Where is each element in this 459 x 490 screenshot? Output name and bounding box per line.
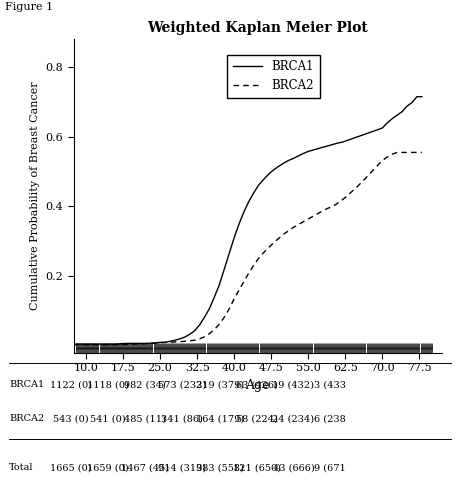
Text: 19 (432): 19 (432) bbox=[272, 380, 314, 389]
Text: 1665 (0): 1665 (0) bbox=[50, 464, 92, 472]
BRCA2 bbox=[246, 270, 251, 275]
BRCA1 bbox=[325, 143, 330, 149]
Line: BRCA1: BRCA1 bbox=[73, 97, 421, 344]
Text: 164 (179): 164 (179) bbox=[196, 415, 243, 423]
BRCA2 bbox=[354, 183, 359, 189]
Text: 1467 (45): 1467 (45) bbox=[121, 464, 168, 472]
BRCA1 bbox=[256, 182, 261, 188]
X-axis label: Age: Age bbox=[245, 379, 269, 392]
Text: 43 (666): 43 (666) bbox=[272, 464, 313, 472]
Text: 914 (319): 914 (319) bbox=[157, 464, 205, 472]
Text: 543 (0): 543 (0) bbox=[53, 415, 89, 423]
Text: 9 (671: 9 (671 bbox=[313, 464, 346, 472]
Text: 573 (233): 573 (233) bbox=[157, 380, 205, 389]
Text: 982 (34): 982 (34) bbox=[123, 380, 166, 389]
BRCA2 bbox=[71, 342, 76, 348]
Y-axis label: Cumulative Probability of Breast Cancer: Cumulative Probability of Breast Cancer bbox=[30, 82, 40, 310]
Text: 6 (238: 6 (238 bbox=[313, 415, 346, 423]
Text: 341 (86): 341 (86) bbox=[160, 415, 202, 423]
BRCA1 bbox=[265, 171, 271, 177]
Text: 121 (650): 121 (650) bbox=[232, 464, 280, 472]
BRCA1 bbox=[409, 99, 414, 105]
BRCA2 bbox=[300, 219, 305, 225]
Text: Figure 1: Figure 1 bbox=[5, 2, 53, 12]
Text: 58 (224): 58 (224) bbox=[235, 415, 277, 423]
Line: BRCA2: BRCA2 bbox=[73, 152, 421, 345]
Text: 383 (558): 383 (558) bbox=[196, 464, 243, 472]
BRCA2 bbox=[325, 205, 330, 211]
Text: 1122 (0): 1122 (0) bbox=[50, 380, 92, 389]
Text: BRCA1: BRCA1 bbox=[9, 380, 45, 389]
Text: 219 (379): 219 (379) bbox=[196, 380, 243, 389]
Text: BRCA2: BRCA2 bbox=[9, 415, 45, 423]
BRCA2 bbox=[108, 342, 113, 348]
Text: 541 (0): 541 (0) bbox=[90, 415, 126, 423]
BRCA1 bbox=[71, 341, 76, 347]
BRCA1 bbox=[418, 94, 424, 99]
Text: 24 (234): 24 (234) bbox=[272, 415, 314, 423]
Text: 485 (11): 485 (11) bbox=[123, 415, 166, 423]
Text: 63 (426): 63 (426) bbox=[235, 380, 277, 389]
BRCA1 bbox=[206, 306, 212, 312]
Text: 3 (433: 3 (433 bbox=[313, 380, 346, 389]
BRCA2 bbox=[315, 211, 320, 217]
Legend: BRCA1, BRCA2: BRCA1, BRCA2 bbox=[226, 54, 319, 98]
Title: Weighted Kaplan Meier Plot: Weighted Kaplan Meier Plot bbox=[147, 21, 367, 35]
Text: Total: Total bbox=[9, 464, 34, 472]
BRCA1 bbox=[196, 322, 202, 328]
Text: 1118 (0): 1118 (0) bbox=[87, 380, 129, 389]
BRCA2 bbox=[393, 149, 399, 155]
BRCA2 bbox=[418, 149, 424, 155]
Text: 1659 (0): 1659 (0) bbox=[87, 464, 129, 472]
BRCA1 bbox=[413, 94, 419, 99]
